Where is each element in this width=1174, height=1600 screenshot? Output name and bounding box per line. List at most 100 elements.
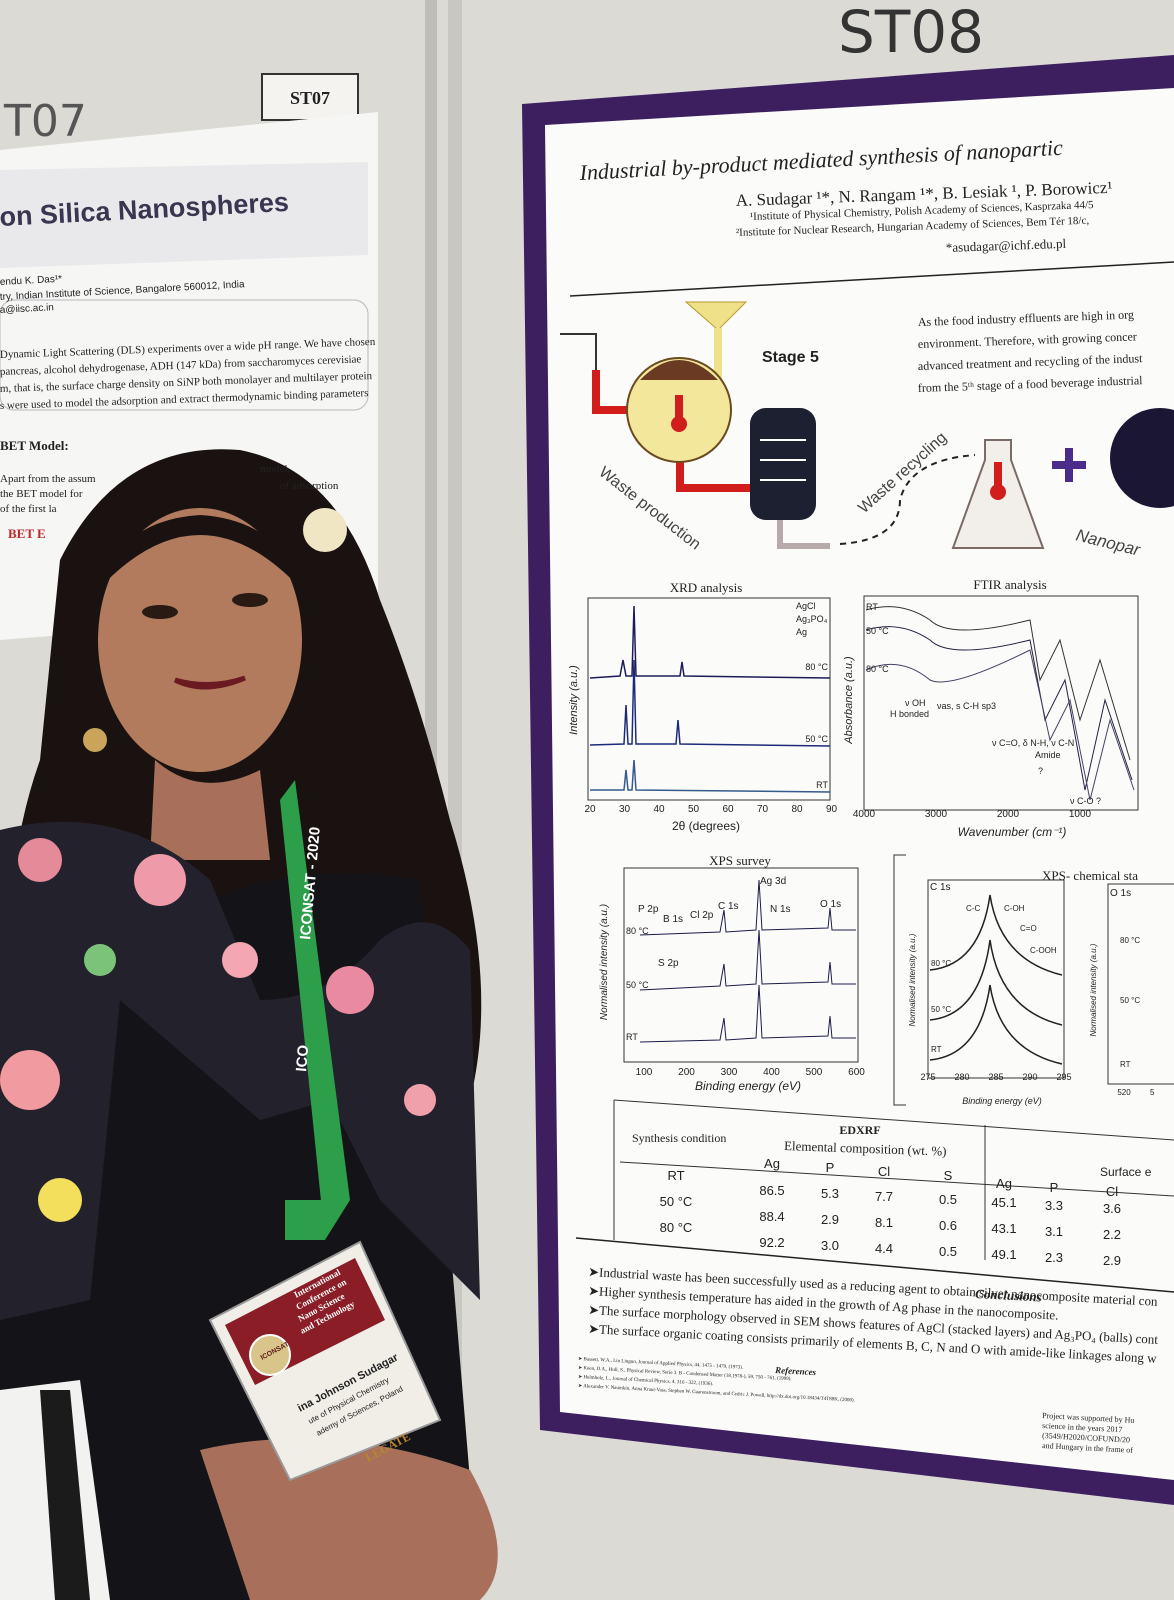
table-cell: 49.1 [991,1247,1016,1262]
text: of adsorption [280,480,339,492]
text: Binding energy (eV) [695,1079,801,1093]
table-cell: 3.3 [1045,1198,1063,1213]
xps-spectrum [639,879,856,936]
rule [569,261,1174,297]
board-label-card [261,73,359,121]
face [98,508,302,772]
leaf [84,944,116,976]
xrd-spectrum [590,759,831,793]
scarf [0,821,480,1320]
text: 80 °C [1120,936,1140,945]
text: BET E [8,526,46,541]
handwriting: ST08 [838,0,984,66]
xrd-spectrum [589,605,831,679]
lanyard-text: ICO [293,1044,312,1072]
vessel-lid [640,360,718,380]
thermometer-bulb [990,484,1006,500]
hands [200,1438,498,1600]
text: N 1s [770,904,791,915]
text: References [774,1365,817,1377]
table-header: S [944,1168,953,1183]
lanyard [280,780,350,1240]
text: C-C [966,904,980,913]
left-abstract-box [0,299,369,411]
tick-label: 40 [653,804,665,815]
text: C-OOH [1030,946,1057,955]
ftir-spectrum [865,626,1133,791]
text: RT [626,1032,638,1042]
reactor-arrows [760,439,806,481]
table-cell: 2.2 [1103,1227,1121,1242]
text: Binding energy (eV) [962,1096,1042,1106]
tick-label: 400 [763,1067,780,1078]
earring [83,728,107,752]
text: XPS- chemical sta [1042,868,1138,883]
badge [208,1240,442,1482]
text: 80 °C [626,926,649,936]
tick-label: 30 [619,804,631,815]
table-cell: 50 °C [660,1194,693,1209]
left-title-band [0,162,368,268]
table-header: Ag [996,1176,1012,1191]
text: RT [866,602,878,612]
table-cell: 80 °C [660,1220,693,1235]
table-cell: 4.4 [875,1241,893,1256]
text: C=O [1020,924,1037,933]
table-cell: 45.1 [991,1195,1016,1210]
text: 50 °C [805,734,828,744]
table-cell: 92.2 [759,1235,784,1250]
table-header: Ag [764,1156,780,1171]
flower [134,854,186,906]
text: O 1s [820,899,841,910]
reactor [750,408,816,520]
table-rule [619,1161,1174,1197]
text: Stage 5 [762,349,819,366]
tick-label: 3000 [925,809,948,820]
board-label: ST07 [290,88,330,108]
scarf-flowers [0,838,436,1222]
funnel [684,301,748,331]
bracket [893,854,906,1106]
recycle-arrow [839,454,976,545]
table-cell: 0.5 [939,1192,957,1207]
badge-logo [249,1334,291,1376]
tick-label: 280 [954,1072,969,1082]
text: Ag [796,627,807,637]
table-header: Cl [1106,1184,1118,1199]
table-cell: 3.0 [821,1238,839,1253]
thermometer [675,395,683,419]
text: science in the years 2017 [1042,1421,1123,1434]
tick-label: 50 [688,804,700,815]
text: C 1s [930,882,951,893]
text: Normalised intensity (a.u.) [1089,943,1098,1036]
eye [232,593,268,607]
table-cell: 88.4 [759,1209,784,1224]
tick-label: 100 [636,1067,653,1078]
table-cell: RT [667,1168,684,1183]
text: model, [260,463,290,475]
tick-label: 285 [988,1072,1003,1082]
rule [575,1237,1174,1293]
table-cell: 0.6 [939,1218,957,1233]
text: Wavenumber (cm⁻¹) [958,825,1067,839]
text: S 2p [658,958,679,969]
text: Apart from the assum [0,473,96,485]
table-title: EDXRF [839,1123,880,1137]
table-cell: 5.3 [821,1186,839,1201]
lanyard-clip [285,1200,325,1240]
text: 50 °C [626,980,649,990]
tick-label: 275 [920,1072,935,1082]
text: AgCl [796,601,816,611]
tick-label: 500 [806,1067,823,1078]
text: RT [816,780,828,790]
xps-survey-frame [623,867,859,1063]
table-rule [613,1099,1174,1141]
text: RT [931,1045,942,1054]
xps-spectrum [639,929,856,991]
text: Ag 3d [760,876,786,887]
tick-label: 600 [848,1067,865,1078]
xps-chem-spectrum [929,894,1063,1065]
bag-stripe [40,1390,90,1600]
text: Surface e [1100,1165,1152,1179]
xps-chem-frame [1107,883,1174,1085]
